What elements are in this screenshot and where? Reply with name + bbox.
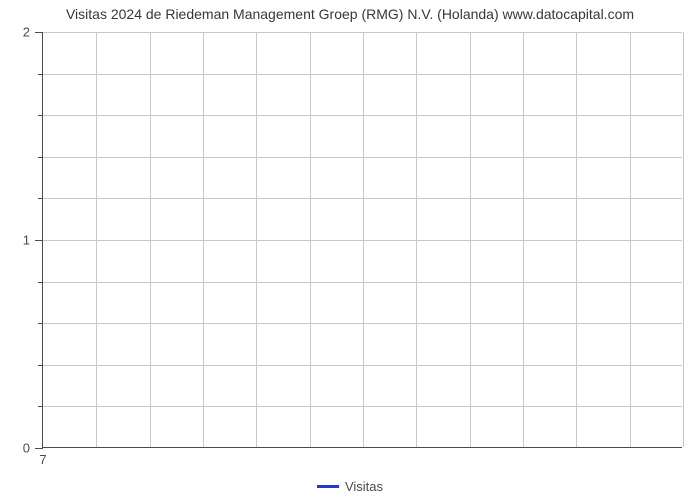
ytick-major: [35, 240, 43, 241]
ytick-minor: [38, 157, 43, 158]
gridline-horizontal: [43, 365, 682, 366]
ytick-minor: [38, 282, 43, 283]
ytick-minor: [38, 323, 43, 324]
gridline-horizontal: [43, 282, 682, 283]
gridline-horizontal: [43, 32, 682, 33]
ytick-label: 1: [23, 233, 30, 248]
ytick-minor: [38, 115, 43, 116]
ytick-minor: [38, 406, 43, 407]
ytick-major: [35, 32, 43, 33]
xtick-label: 7: [39, 452, 46, 467]
gridline-horizontal: [43, 198, 682, 199]
gridline-horizontal: [43, 74, 682, 75]
legend-label: Visitas: [345, 479, 383, 494]
gridline-horizontal: [43, 115, 682, 116]
ytick-minor: [38, 198, 43, 199]
chart-title: Visitas 2024 de Riedeman Management Groe…: [0, 6, 700, 22]
ytick-label: 0: [23, 441, 30, 456]
gridline-horizontal: [43, 157, 682, 158]
legend-swatch: [317, 485, 339, 488]
legend: Visitas: [0, 476, 700, 494]
ytick-minor: [38, 365, 43, 366]
chart-container: Visitas 2024 de Riedeman Management Groe…: [0, 0, 700, 500]
gridline-vertical: [683, 32, 684, 447]
ytick-minor: [38, 74, 43, 75]
ytick-major: [35, 448, 43, 449]
gridline-horizontal: [43, 323, 682, 324]
plot-area: 0127: [42, 32, 682, 448]
ytick-label: 2: [23, 25, 30, 40]
legend-item: Visitas: [317, 479, 383, 494]
gridline-horizontal: [43, 240, 682, 241]
gridline-horizontal: [43, 406, 682, 407]
